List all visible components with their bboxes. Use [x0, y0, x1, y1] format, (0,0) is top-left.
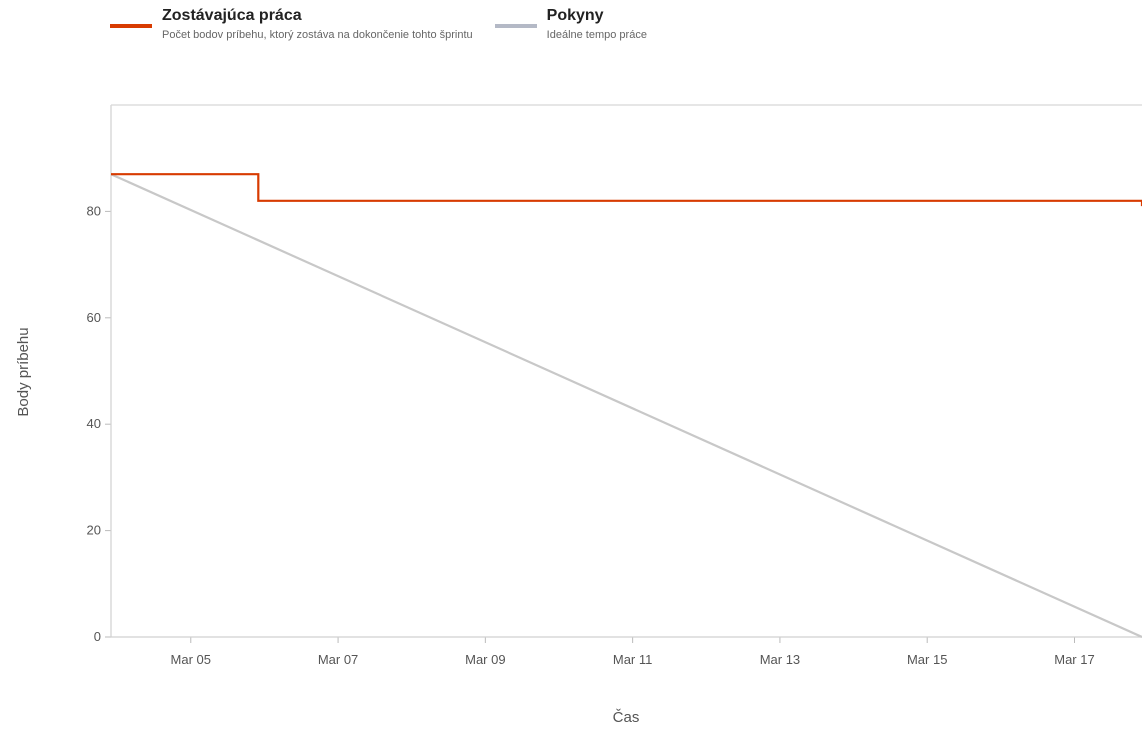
legend-description-guideline: Ideálne tempo práce	[546, 29, 647, 41]
legend-description-remaining-work: Počet bodov príbehu, ktorý zostáva na do…	[162, 29, 473, 41]
legend-title-remaining-work: Zostávajúca práca	[162, 7, 302, 24]
remaining-work-line	[111, 173, 1142, 207]
x-tick-label: Mar 15	[907, 652, 947, 667]
y-tick-label: 0	[94, 629, 101, 644]
x-tick-label: Mar 09	[465, 652, 505, 667]
x-tick-label: Mar 05	[171, 652, 211, 667]
x-tick-label: Mar 17	[1054, 652, 1094, 667]
legend-item-remaining-work[interactable]: Zostávajúca práca Počet bodov príbehu, k…	[110, 6, 473, 42]
x-axis-title: Čas	[613, 709, 640, 726]
y-tick-label: 20	[87, 523, 101, 538]
x-tick-label: Mar 11	[613, 652, 653, 667]
legend-title-guideline: Pokyny	[546, 7, 604, 24]
y-axis-title: Body príbehu	[15, 327, 32, 416]
plot-frame	[110, 104, 1142, 638]
legend-swatch-guideline	[494, 24, 537, 28]
legend-item-guideline[interactable]: Pokyny Ideálne tempo práce	[494, 6, 647, 42]
x-tick-label: Mar 13	[760, 652, 800, 667]
y-axis-ticks: 0 20 40 60 80	[87, 203, 111, 644]
legend-swatch-remaining-work	[110, 24, 152, 28]
y-tick-label: 40	[87, 416, 101, 431]
guideline-line	[110, 173, 1142, 639]
x-tick-label: Mar 07	[318, 652, 358, 667]
legend-text-guideline: Pokyny Ideálne tempo práce	[547, 6, 647, 42]
legend-text-remaining-work: Zostávajúca práca Počet bodov príbehu, k…	[162, 6, 473, 42]
series-layer	[110, 173, 1142, 639]
x-axis-ticks: Mar 05 Mar 07 Mar 09 Mar 11 Mar 13 Mar 15 Mar …	[171, 637, 1095, 667]
chart-legend: Zostávajúca práca Počet bodov príbehu, k…	[110, 6, 647, 42]
y-tick-label: 60	[87, 310, 101, 325]
y-tick-label: 80	[87, 203, 101, 218]
